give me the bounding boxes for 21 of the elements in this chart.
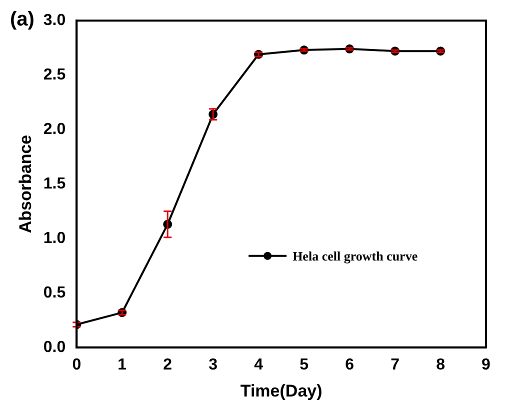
x-tick-label: 8 [436, 356, 446, 374]
x-tick-label: 2 [163, 356, 172, 374]
y-tick-label: 1.5 [43, 175, 66, 192]
y-tick-label: 0.0 [43, 338, 66, 356]
text: (a) [10, 8, 34, 31]
x-tick-label: 6 [345, 356, 354, 374]
y-tick-label: 2.0 [43, 120, 66, 138]
y-tick-label: 2.5 [43, 66, 66, 84]
x-axis-title: Time(Day) [240, 381, 322, 400]
y-tick-label: 3.0 [43, 12, 66, 30]
y-tick-label: 1.0 [43, 230, 66, 247]
x-tick-label: 3 [208, 356, 218, 374]
x-tick-label: 4 [254, 356, 264, 374]
y-tick-label: 0.5 [43, 284, 66, 302]
x-tick-label: 5 [300, 356, 309, 374]
y-axis-title: Absorbance [16, 134, 35, 234]
x-tick-label: 9 [482, 356, 491, 374]
x-tick-label: 7 [390, 356, 400, 374]
x-tick-label: 0 [72, 356, 82, 374]
x-tick-label: 1 [118, 356, 127, 374]
legend-label: Hela cell growth curve [292, 248, 418, 264]
